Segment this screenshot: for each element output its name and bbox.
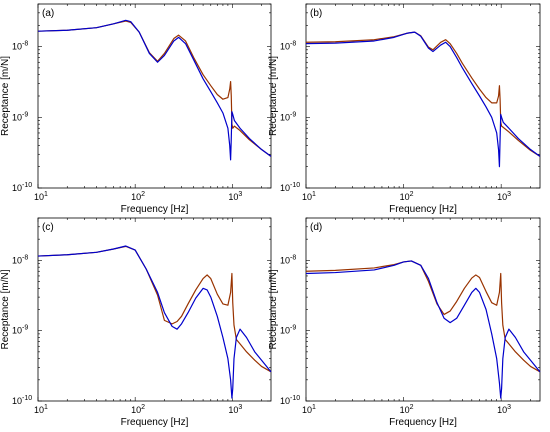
y-axis-label: Receptance [m/N]	[268, 56, 279, 136]
panel-label: (d)	[310, 222, 322, 233]
x-tick-label: 101	[302, 191, 316, 202]
y-tick-label: 10-10	[12, 182, 32, 193]
x-tick-label: 103	[497, 191, 511, 202]
panel-label: (b)	[310, 8, 322, 19]
y-axis-label: Receptance [m/N]	[0, 269, 11, 349]
chart-panel-3: 101 102 103 10-10 10-9 10-8 Frequency [Hz] Rece…	[0, 217, 272, 428]
y-tick-label: 10-8	[280, 41, 296, 52]
x-axis-label: Frequency [Hz]	[389, 204, 457, 215]
y-tick-label: 10-10	[12, 395, 32, 406]
series-line-1	[37, 19, 272, 161]
plot-area	[305, 3, 541, 189]
x-axis-label: Frequency [Hz]	[121, 417, 189, 428]
plot-area	[305, 217, 541, 402]
series-line-1	[37, 245, 272, 399]
x-tick-label: 101	[302, 404, 316, 415]
chart-panel-1: 101 102 103 10-10 10-9 10-8 Frequency [Hz] Rece…	[0, 3, 272, 215]
series-line-2	[37, 20, 272, 157]
y-tick-label: 10-10	[280, 395, 300, 406]
y-tick-label: 10-9	[280, 325, 296, 336]
chart-panel-2: 101 102 103 10-10 10-9 10-8 Frequency [Hz] Rece…	[268, 3, 541, 215]
series-line-1	[305, 31, 541, 168]
panel-label: (c)	[42, 222, 54, 233]
plot-area	[37, 217, 272, 402]
y-tick-label: 10-8	[12, 254, 28, 265]
chart-panel-4: 101 102 103 10-10 10-9 10-8 Frequency [Hz] Rece…	[268, 217, 541, 428]
x-tick-label: 102	[400, 404, 414, 415]
x-tick-label: 103	[228, 191, 242, 202]
x-axis-label: Frequency [Hz]	[121, 204, 189, 215]
y-axis-label: Receptance [m/N]	[0, 56, 11, 136]
y-tick-label: 10-9	[12, 111, 28, 122]
y-axis-label: Receptance [m/N]	[268, 269, 279, 349]
y-tick-label: 10-8	[12, 41, 28, 52]
y-tick-label: 10-9	[12, 325, 28, 336]
x-tick-label: 103	[497, 404, 511, 415]
y-tick-label: 10-9	[280, 111, 296, 122]
x-tick-label: 101	[34, 404, 48, 415]
y-tick-label: 10-8	[280, 254, 296, 265]
y-tick-label: 10-10	[280, 182, 300, 193]
x-tick-label: 102	[131, 191, 145, 202]
x-axis-label: Frequency [Hz]	[389, 417, 457, 428]
x-tick-label: 102	[400, 191, 414, 202]
plot-area	[37, 3, 272, 189]
series-line-1	[305, 260, 541, 399]
x-tick-label: 101	[34, 191, 48, 202]
panel-label: (a)	[42, 8, 54, 19]
x-tick-label: 103	[228, 404, 242, 415]
x-tick-label: 102	[131, 404, 145, 415]
